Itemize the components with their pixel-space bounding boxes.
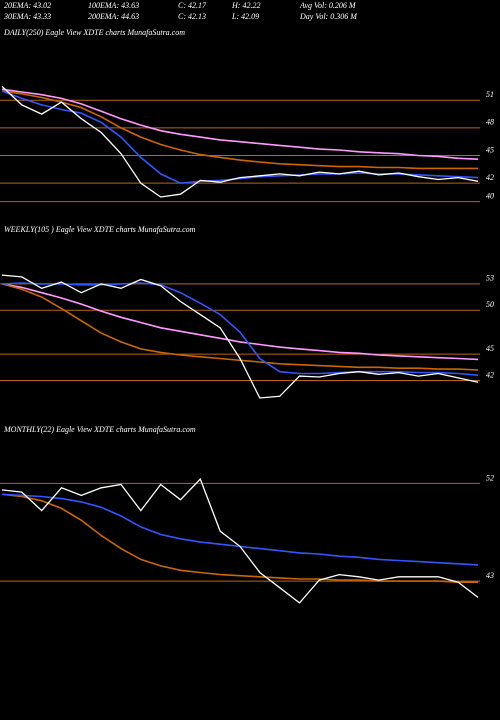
price-line: [1, 477, 479, 604]
price-line: [1, 493, 479, 566]
price-line: [1, 493, 478, 583]
price-line: [1, 85, 479, 198]
y-tick-label: 40: [486, 191, 494, 200]
price-line: [1, 88, 479, 160]
header-stat: L: 42.09: [231, 12, 259, 21]
y-tick-label: 52: [486, 473, 494, 482]
header-stat: 200EMA: 44.63: [88, 12, 139, 21]
panel-title: MONTHLY(22) Eagle View XDTE charts Munaf…: [3, 425, 196, 434]
panel-title: DAILY(250) Eagle View XDTE charts Munafa…: [3, 28, 185, 37]
header-stat: H: 42.22: [231, 1, 260, 10]
header-stat: 30EMA: 43.33: [3, 12, 51, 21]
y-tick-label: 48: [486, 118, 494, 127]
header-stat: C: 42.17: [178, 1, 207, 10]
y-tick-label: 51: [486, 90, 494, 99]
price-line: [1, 283, 479, 371]
price-line: [1, 282, 479, 376]
header-stat: C: 42.13: [178, 12, 206, 21]
y-tick-label: 53: [486, 274, 494, 283]
y-tick-label: 42: [486, 173, 494, 182]
header-stat: Day Vol: 0.306 M: [299, 12, 358, 21]
y-tick-label: 50: [486, 300, 494, 309]
y-tick-label: 45: [486, 145, 494, 154]
price-line: [1, 283, 479, 361]
price-line: [1, 90, 478, 170]
price-line: [1, 90, 479, 185]
header-stat: Avg Vol: 0.206 M: [299, 1, 357, 10]
header-stat: 20EMA: 43.02: [4, 1, 51, 10]
y-tick-label: 42: [486, 370, 494, 379]
panel-title: WEEKLY(105 ) Eagle View XDTE charts Muna…: [4, 225, 196, 234]
header-stat: 100EMA: 43.63: [88, 1, 139, 10]
price-line: [1, 274, 479, 399]
y-tick-label: 43: [486, 571, 494, 580]
y-tick-label: 45: [486, 344, 494, 353]
